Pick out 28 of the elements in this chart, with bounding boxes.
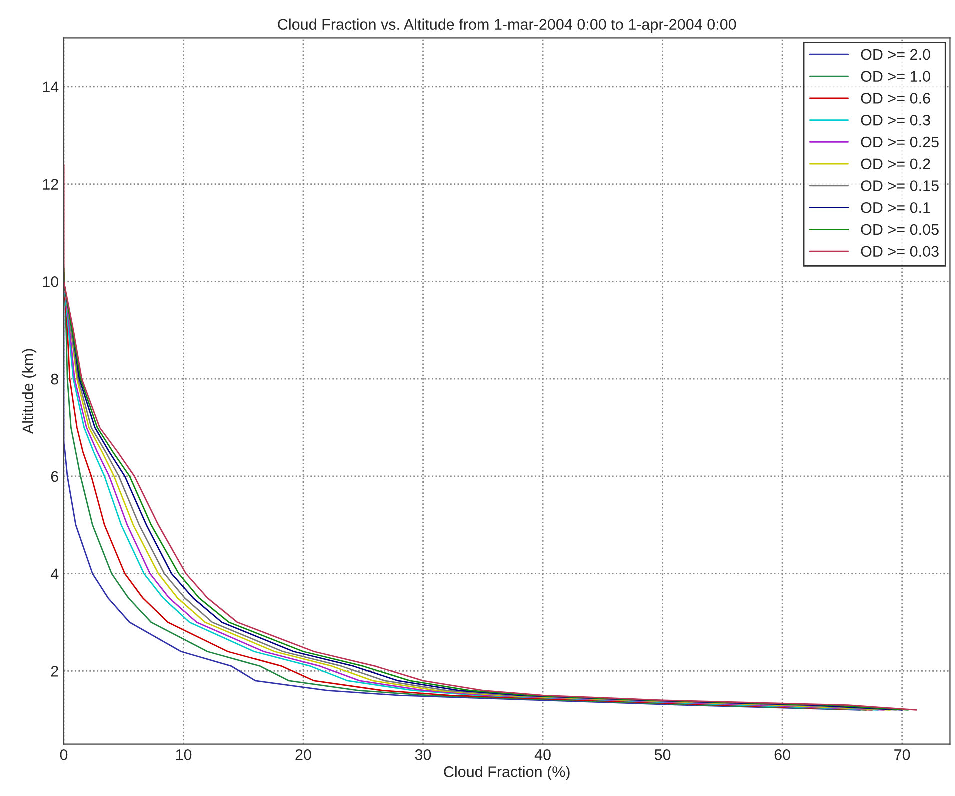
legend-label: OD >= 0.2 — [861, 158, 930, 170]
legend-label: OD >= 0.6 — [861, 93, 930, 104]
x-tick-label: 70 — [894, 750, 910, 760]
legend-label: OD >= 0.1 — [861, 202, 930, 214]
y-tick-label: 10 — [43, 276, 59, 288]
y-tick-label: 12 — [43, 179, 58, 190]
legend-label: OD >= 0.3 — [861, 114, 930, 126]
x-tick-label: 10 — [176, 750, 192, 760]
y-tick-label: 14 — [43, 82, 59, 92]
y-axis-title: Altitude (km) — [22, 349, 37, 434]
legend-label: OD >= 0.05 — [861, 224, 939, 236]
x-tick-label: 20 — [296, 750, 312, 760]
x-tick-label: 60 — [774, 750, 790, 760]
legend-label: OD >= 0.25 — [861, 136, 939, 148]
x-tick-label: 0 — [60, 750, 68, 760]
legend-label: OD >= 1.0 — [861, 71, 930, 82]
y-tick-label: 4 — [50, 568, 59, 580]
chart-title: Cloud Fraction vs. Altitude from 1-mar-2004 0:00 to 1-apr-2004 0:00 — [278, 18, 736, 34]
legend-label: OD >= 0.15 — [861, 180, 939, 192]
y-tick-label: 2 — [51, 666, 58, 677]
legend-label: OD >= 0.03 — [861, 246, 939, 258]
x-tick-label: 50 — [654, 750, 671, 760]
x-tick-label: 40 — [534, 750, 551, 760]
legend-label: OD >= 2.0 — [861, 49, 930, 60]
y-tick-label: 6 — [51, 471, 58, 482]
x-axis-title: Cloud Fraction (%) — [444, 766, 570, 780]
y-tick-label: 8 — [51, 374, 58, 385]
x-tick-label: 30 — [415, 750, 432, 760]
